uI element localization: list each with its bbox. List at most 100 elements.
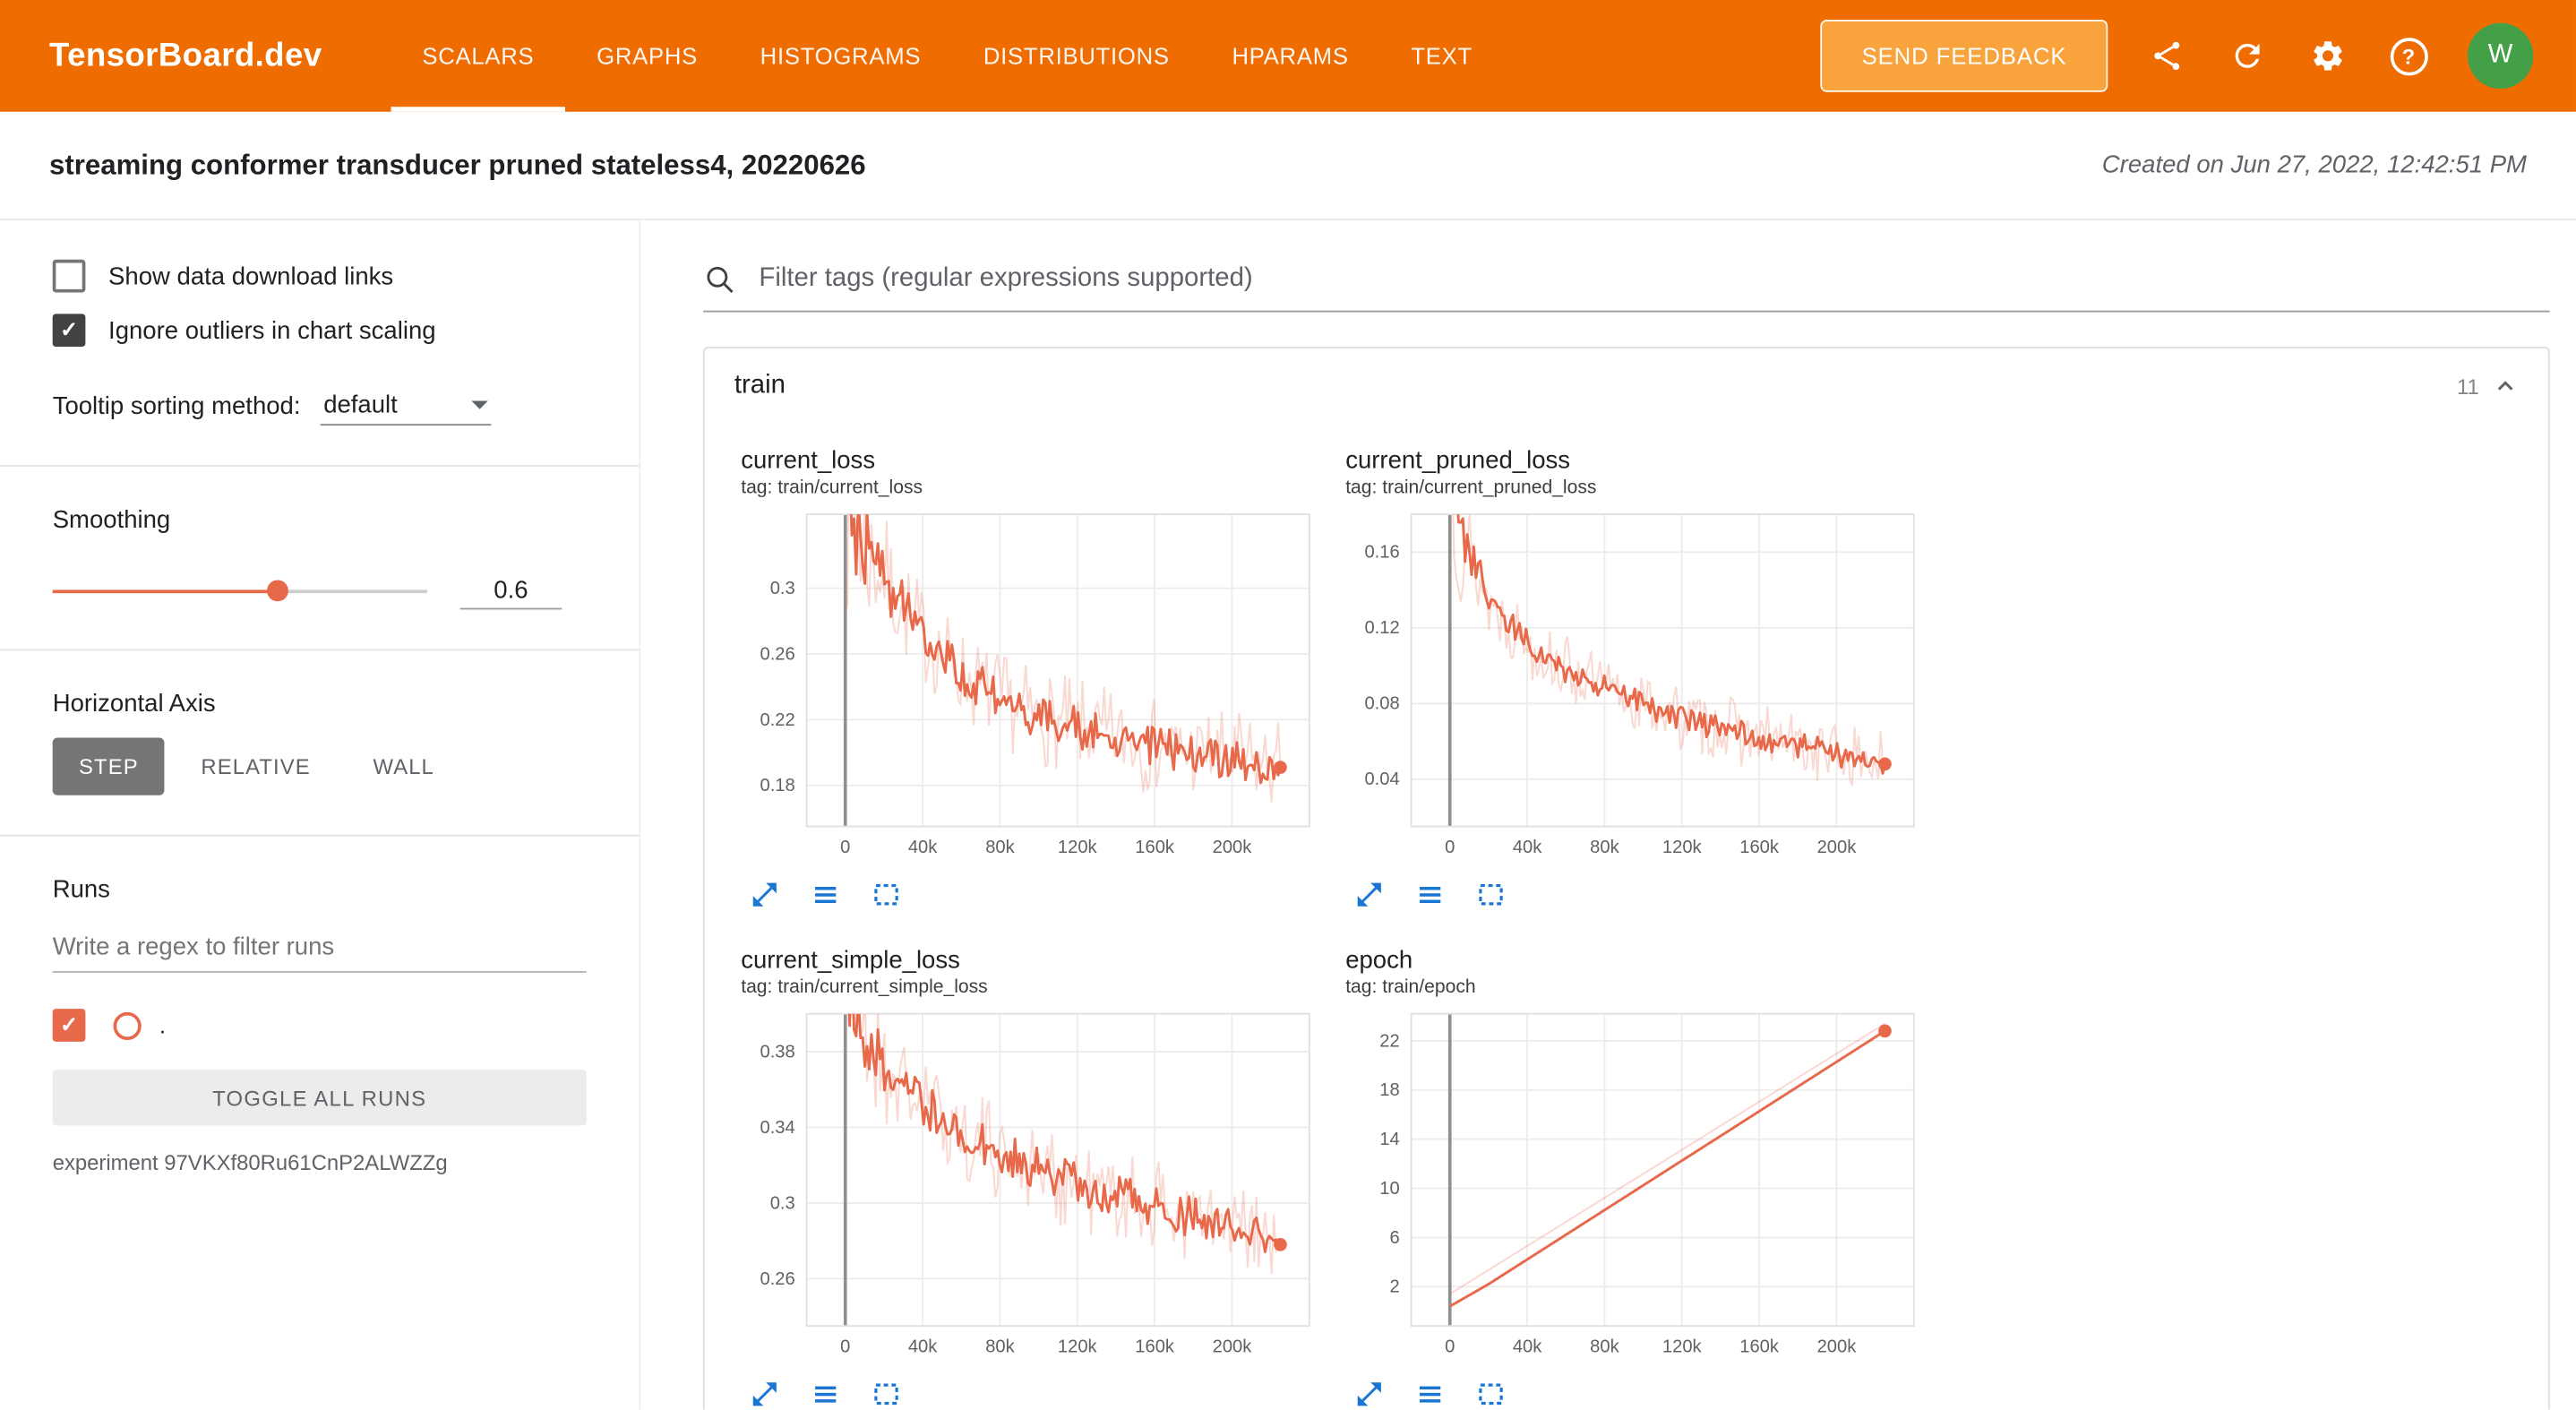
toggle-all-runs-button[interactable]: TOGGLE ALL RUNS: [52, 1070, 587, 1126]
nav-tab-text[interactable]: TEXT: [1411, 42, 1473, 70]
fit-domain-icon[interactable]: [1473, 877, 1507, 910]
svg-text:160k: 160k: [1135, 1337, 1175, 1357]
chart-actions: [748, 877, 1319, 910]
expand-icon[interactable]: [748, 877, 781, 910]
chart-plot[interactable]: 0.3 0.26 0.22 0.18 0 40k 80k 120k 160k 200k: [728, 504, 1319, 869]
svg-text:120k: 120k: [1662, 838, 1703, 857]
group-name: train: [734, 371, 786, 400]
train-group-card: train 11 current_loss tag: train/current…: [703, 347, 2550, 1410]
smoothing-value-input[interactable]: [459, 573, 562, 610]
axis-relative-button[interactable]: RELATIVE: [201, 753, 311, 779]
search-icon: [707, 266, 734, 293]
sidebar: Show data download links Ignore outliers…: [0, 219, 641, 1410]
axis-wall-button[interactable]: WALL: [373, 753, 434, 779]
nav-tabs: SCALARS GRAPHS HISTOGRAMS DISTRIBUTIONS HPAR…: [391, 0, 1504, 112]
experiment-title: streaming conformer transducer pruned st…: [49, 148, 866, 180]
svg-text:0.26: 0.26: [760, 1269, 795, 1289]
chart-plot[interactable]: 0.38 0.34 0.3 0.26 0 40k 80k 120k 160k 200k: [728, 1004, 1319, 1369]
group-collapse[interactable]: 11: [2457, 373, 2519, 399]
runs-label: Runs: [52, 875, 110, 904]
svg-text:0.38: 0.38: [760, 1042, 795, 1062]
fit-domain-icon[interactable]: [869, 877, 902, 910]
help-glyph: ?: [2389, 37, 2428, 75]
smoothing-label: Smoothing: [52, 505, 171, 535]
tooltip-sorting-value: default: [323, 391, 398, 419]
svg-text:14: 14: [1379, 1130, 1399, 1149]
send-feedback-button[interactable]: SEND FEEDBACK: [1820, 20, 2108, 92]
fit-domain-icon[interactable]: [1473, 1377, 1507, 1410]
chart-card: current_loss tag: train/current_loss 0.3…: [728, 441, 1319, 911]
svg-text:10: 10: [1379, 1179, 1399, 1199]
slider-thumb[interactable]: [266, 580, 288, 602]
avatar[interactable]: W: [2467, 22, 2534, 90]
svg-text:40k: 40k: [1513, 1337, 1542, 1357]
tooltip-sorting-label: Tooltip sorting method:: [52, 391, 301, 420]
svg-text:40k: 40k: [908, 1337, 938, 1357]
tooltip-sorting-select[interactable]: default: [320, 386, 492, 426]
divider: [0, 465, 640, 467]
svg-text:80k: 80k: [1590, 838, 1619, 857]
run-name: .: [159, 1011, 167, 1039]
expand-icon[interactable]: [748, 1377, 781, 1410]
nav-tab-distributions[interactable]: DISTRIBUTIONS: [983, 42, 1170, 70]
axis-step-button[interactable]: STEP: [52, 737, 166, 795]
run-color-swatch: [113, 1010, 142, 1040]
svg-text:160k: 160k: [1739, 838, 1780, 857]
content: Show data download links Ignore outliers…: [0, 219, 2576, 1410]
svg-text:0.22: 0.22: [760, 710, 795, 730]
svg-text:0.3: 0.3: [770, 1193, 795, 1213]
svg-text:0: 0: [840, 1337, 850, 1357]
svg-text:0: 0: [840, 838, 850, 857]
svg-text:80k: 80k: [985, 838, 1015, 857]
chart-card: current_pruned_loss tag: train/current_p…: [1333, 441, 1924, 911]
train-group-header[interactable]: train 11: [705, 348, 2548, 424]
app-header: TensorBoard.dev SCALARS GRAPHS HISTOGRAMS D…: [0, 0, 2576, 112]
tag-filter-input[interactable]: [755, 262, 2550, 297]
data-table-icon[interactable]: [808, 877, 841, 910]
data-table-icon[interactable]: [808, 1377, 841, 1410]
svg-text:2: 2: [1390, 1277, 1400, 1297]
chart-actions: [748, 1377, 1319, 1410]
svg-text:0.34: 0.34: [760, 1118, 795, 1138]
chart-title: current_simple_loss: [741, 946, 960, 975]
chart-plot[interactable]: 0.16 0.12 0.08 0.04 0 40k 80k 120k 160k 200k: [1333, 504, 1924, 869]
show-download-row: Show data download links: [52, 259, 587, 293]
data-table-icon[interactable]: [1413, 877, 1446, 910]
chart-plot[interactable]: 22 18 14 10 6 2 0 40k 80k 120k 160k 200k: [1333, 1004, 1924, 1369]
fit-domain-icon[interactable]: [869, 1377, 902, 1410]
run-checkbox[interactable]: [52, 1009, 86, 1042]
nav-tab-scalars[interactable]: SCALARS: [391, 0, 566, 112]
expand-icon[interactable]: [1352, 1377, 1386, 1410]
created-timestamp: Created on Jun 27, 2022, 12:42:51 PM: [2101, 150, 2527, 179]
svg-text:0.3: 0.3: [770, 579, 795, 598]
show-download-checkbox[interactable]: [52, 259, 86, 293]
data-table-icon[interactable]: [1413, 1377, 1446, 1410]
runs-regex-input[interactable]: [52, 923, 587, 973]
svg-text:40k: 40k: [1513, 838, 1542, 857]
svg-text:0.04: 0.04: [1364, 769, 1399, 789]
svg-text:0: 0: [1445, 838, 1455, 857]
svg-text:18: 18: [1379, 1080, 1399, 1100]
help-icon[interactable]: ?: [2387, 35, 2430, 78]
svg-text:200k: 200k: [1817, 838, 1858, 857]
chart-title: current_loss: [741, 446, 876, 476]
nav-tab-graphs[interactable]: GRAPHS: [597, 42, 698, 70]
svg-text:80k: 80k: [985, 1337, 1015, 1357]
svg-text:0.08: 0.08: [1364, 694, 1399, 714]
svg-text:160k: 160k: [1135, 838, 1175, 857]
share-icon[interactable]: [2145, 35, 2188, 78]
smoothing-slider[interactable]: [52, 580, 427, 603]
smoothing-row: [52, 573, 587, 610]
refresh-icon[interactable]: [2226, 35, 2269, 78]
nav-tab-hparams[interactable]: HPARAMS: [1232, 42, 1349, 70]
settings-icon[interactable]: [2306, 35, 2349, 78]
brand-logo[interactable]: TensorBoard.dev: [49, 37, 322, 73]
ignore-outliers-checkbox[interactable]: [52, 314, 86, 348]
experiment-titlebar: streaming conformer transducer pruned st…: [0, 112, 2576, 220]
expand-icon[interactable]: [1352, 877, 1386, 910]
nav-tab-histograms[interactable]: HISTOGRAMS: [760, 42, 922, 70]
svg-text:6: 6: [1390, 1228, 1400, 1248]
svg-text:200k: 200k: [1213, 1337, 1253, 1357]
chart-card: epoch tag: train/epoch 22 18 14 10 6 2 0 40k 80k…: [1333, 940, 1924, 1410]
svg-text:160k: 160k: [1739, 1337, 1780, 1357]
